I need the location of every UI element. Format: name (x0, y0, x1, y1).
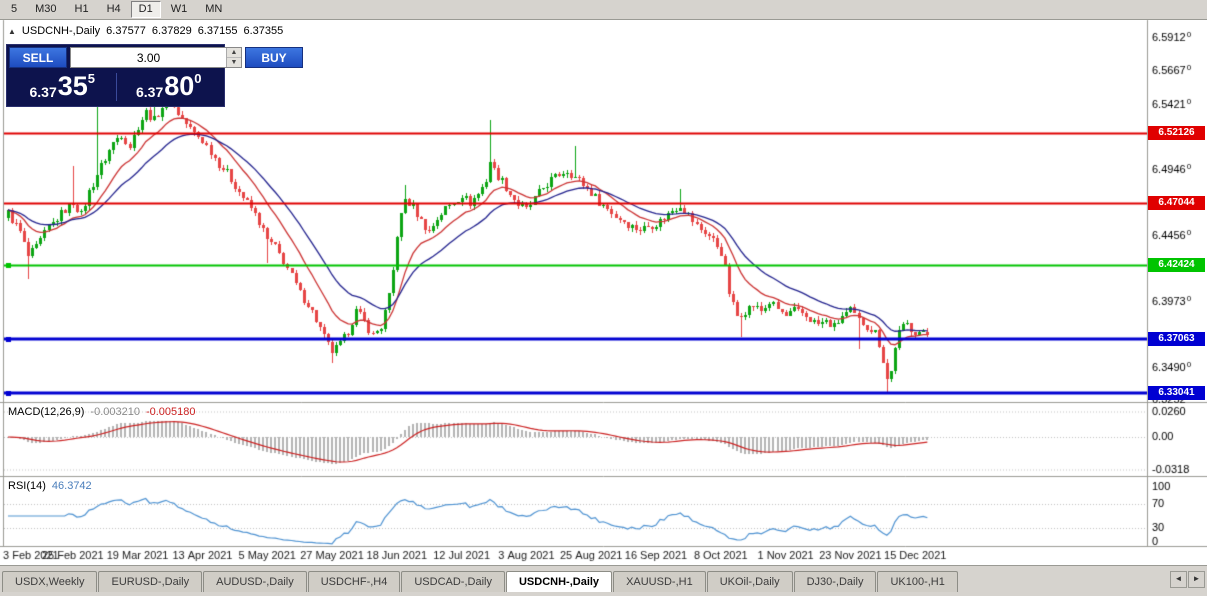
buy-price-sup: 0 (194, 71, 202, 86)
sell-button[interactable]: SELL (9, 47, 67, 68)
sell-price-base: 6.37 (29, 84, 57, 100)
timeframe-button-mn[interactable]: MN (197, 1, 230, 18)
volume-input[interactable] (71, 48, 226, 67)
symbol-ohlc-header: ▲ USDCNH-,Daily 6.37577 6.37829 6.37155 … (8, 25, 283, 37)
price-line-badge: 6.52126 (1148, 126, 1205, 140)
sell-price-sup: 5 (87, 71, 96, 86)
price-line-badge: 6.47044 (1148, 196, 1205, 210)
chart-tab-ukoil-daily[interactable]: UKOil-,Daily (706, 571, 793, 592)
tab-scroll-right-button[interactable]: ► (1188, 570, 1205, 588)
buy-price[interactable]: 6.37 80 0 (116, 70, 223, 104)
ohlc-low: 6.37155 (197, 25, 238, 37)
chart-tab-usdchf-h4[interactable]: USDCHF-,H4 (307, 571, 401, 592)
timeframe-button-w1[interactable]: W1 (163, 1, 196, 18)
macd-signal-value: -0.005180 (145, 406, 196, 418)
sell-price[interactable]: 6.37 35 5 (9, 70, 116, 104)
tab-scroll-group: ◄ ► (1170, 570, 1205, 588)
one-click-trading-panel: SELL ▲ ▼ BUY 6.37 35 5 6.37 80 0 (6, 44, 303, 107)
macd-main-value: -0.003210 (90, 406, 140, 418)
chart-tab-usdcad-daily[interactable]: USDCAD-,Daily (401, 571, 505, 592)
volume-box: ▲ ▼ (70, 47, 242, 68)
ohlc-high: 6.37829 (151, 25, 192, 37)
sell-price-big: 35 (57, 71, 88, 101)
symbol-label: USDCNH-,Daily (21, 25, 101, 37)
tab-scroll-left-button[interactable]: ◄ (1170, 570, 1187, 588)
timeframe-button-m30[interactable]: M30 (27, 1, 64, 18)
chart-tab-audusd-daily[interactable]: AUDUSD-,Daily (203, 571, 307, 592)
timeframe-button-5[interactable]: 5 (3, 1, 25, 18)
rsi-indicator-label: RSI(14) 46.3742 (8, 480, 92, 492)
chart-tab-uk100-h1[interactable]: UK100-,H1 (877, 571, 958, 592)
rsi-name: RSI(14) (8, 480, 46, 492)
rsi-value: 46.3742 (51, 480, 92, 492)
chart-tabs-bar: USDX,Weekly EURUSD-,Daily AUDUSD-,Daily USD… (0, 565, 1207, 596)
macd-indicator-label: MACD(12,26,9) -0.003210 -0.005180 (8, 406, 196, 418)
chart-tab-eurusd-daily[interactable]: EURUSD-,Daily (98, 571, 203, 592)
price-line-badge: 6.33041 (1148, 386, 1205, 400)
timeframe-button-h1[interactable]: H1 (67, 1, 97, 18)
price-line-badge: 6.37063 (1148, 332, 1205, 346)
price-divider (115, 73, 117, 101)
buy-price-big: 80 (164, 71, 195, 101)
chart-tab-usdx-weekly[interactable]: USDX,Weekly (2, 571, 98, 592)
timeframe-button-d1[interactable]: D1 (130, 1, 161, 18)
volume-spinner: ▲ ▼ (226, 48, 241, 67)
timeframe-toolbar: 5 M30 H1 H4 D1 W1 MN (0, 0, 1207, 20)
buy-button[interactable]: BUY (245, 47, 303, 68)
volume-spin-up-icon[interactable]: ▲ (227, 48, 241, 58)
timeframe-button-h4[interactable]: H4 (99, 1, 129, 18)
buy-price-base: 6.37 (135, 84, 164, 100)
volume-spin-down-icon[interactable]: ▼ (227, 58, 241, 67)
macd-name: MACD(12,26,9) (8, 406, 85, 418)
chart-tab-dj30-daily[interactable]: DJ30-,Daily (793, 571, 877, 592)
ohlc-close: 6.37355 (243, 25, 284, 37)
price-line-badge: 6.42424 (1148, 258, 1205, 272)
trade-panel-collapse-icon[interactable]: ▲ (8, 26, 16, 36)
ohlc-open: 6.37577 (106, 25, 146, 37)
chart-tab-xauusd-h1[interactable]: XAUUSD-,H1 (613, 571, 706, 592)
chart-tab-usdcnh-daily[interactable]: USDCNH-,Daily (505, 571, 613, 592)
